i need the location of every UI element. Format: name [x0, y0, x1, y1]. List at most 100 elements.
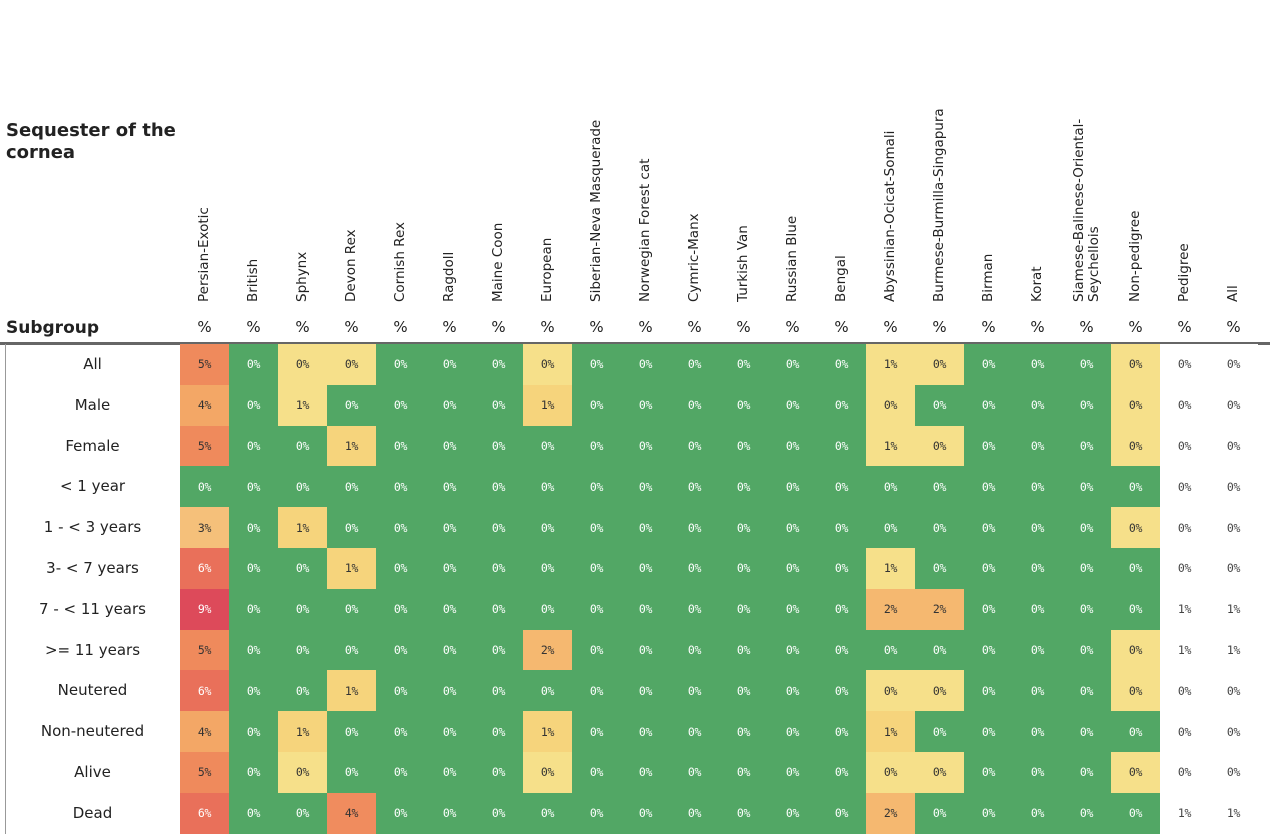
heatmap-cell: 0%	[278, 425, 327, 467]
heatmap-cell: 0%	[474, 711, 523, 752]
heatmap-cell: 0%	[1111, 711, 1160, 752]
heatmap-cell: 0%	[180, 466, 229, 508]
heatmap-cell: 0%	[376, 344, 425, 385]
column-label: Turkish Van	[734, 225, 751, 302]
heatmap-cell: 0%	[1062, 344, 1111, 385]
heatmap-cell: 0%	[278, 588, 327, 630]
row-header: Subgroup	[6, 318, 100, 338]
row-label: >= 11 years	[44, 640, 141, 659]
heatmap-cell: 0%	[915, 752, 964, 793]
row-label: 3- < 7 years	[46, 559, 139, 577]
row-label: Male	[74, 395, 111, 414]
heatmap-cell: 1%	[866, 425, 915, 467]
heatmap-cell: 0%	[1013, 670, 1062, 712]
heatmap-cell: 5%	[180, 752, 229, 793]
heatmap-cell: 0%	[621, 629, 670, 671]
heatmap-cell: 0%	[1062, 466, 1111, 508]
heatmap-cell: 4%	[327, 792, 376, 834]
heatmap-cell: 0%	[1160, 507, 1209, 548]
heatmap-cell: 0%	[523, 792, 572, 834]
heatmap-cell: 0%	[621, 670, 670, 712]
heatmap-cell: 0%	[376, 425, 425, 467]
heatmap-cell: 0%	[572, 711, 621, 752]
heatmap-cell: 0%	[1209, 466, 1258, 508]
heatmap-cell: 0%	[1013, 711, 1062, 752]
heatmap-cell: 4%	[180, 711, 229, 752]
column-label: Siamese-Balinese-Oriental- Seychellois	[1071, 119, 1102, 302]
heatmap-cell: 0%	[621, 588, 670, 630]
heatmap-cell: 1%	[866, 344, 915, 385]
heatmap-cell: 0%	[376, 507, 425, 548]
heatmap-cell: 0%	[621, 711, 670, 752]
unit-label: %	[1079, 318, 1094, 336]
heatmap-cell: 0%	[278, 548, 327, 589]
heatmap-cell: 0%	[866, 670, 915, 712]
unit-label: %	[687, 318, 702, 336]
heatmap-cell: 0%	[964, 384, 1013, 426]
column-label: Devon Rex	[342, 229, 359, 302]
row-label: Female	[65, 436, 120, 455]
heatmap-cell: 0%	[768, 548, 817, 589]
unit-label: %	[197, 318, 212, 336]
left-border	[5, 344, 6, 834]
heatmap-cell: 0%	[1013, 792, 1062, 834]
heatmap-cell: 0%	[1062, 384, 1111, 426]
heatmap-cell: 0%	[670, 670, 719, 712]
heatmap-cell: 0%	[229, 629, 278, 671]
heatmap-cell: 0%	[229, 466, 278, 508]
heatmap-cell: 0%	[915, 507, 964, 548]
heatmap-cell: 0%	[866, 507, 915, 548]
heatmap-cell: 0%	[1111, 670, 1160, 712]
heatmap-cell: 0%	[376, 629, 425, 671]
heatmap-cell: 0%	[572, 466, 621, 508]
heatmap-cell: 0%	[964, 507, 1013, 548]
heatmap-cell: 0%	[817, 629, 866, 671]
unit-label: %	[491, 318, 506, 336]
heatmap-cell: 0%	[866, 752, 915, 793]
heatmap-cell: 0%	[719, 384, 768, 426]
unit-label: %	[785, 318, 800, 336]
heatmap-cell: 0%	[768, 629, 817, 671]
heatmap-cell: 0%	[572, 384, 621, 426]
heatmap-cell: 0%	[1111, 548, 1160, 589]
heatmap-cell: 0%	[915, 384, 964, 426]
column-label: Russian Blue	[783, 215, 800, 302]
heatmap-cell: 0%	[1111, 384, 1160, 426]
row-label: All	[83, 355, 102, 373]
heatmap-cell: 0%	[1013, 344, 1062, 385]
heatmap-cell: 0%	[376, 548, 425, 589]
heatmap-cell: 0%	[425, 425, 474, 467]
heatmap-cell: 0%	[327, 588, 376, 630]
heatmap-cell: 0%	[1209, 344, 1258, 385]
unit-label: %	[981, 318, 996, 336]
unit-label: %	[589, 318, 604, 336]
unit-label: %	[1030, 318, 1045, 336]
heatmap-cell: 0%	[768, 752, 817, 793]
heatmap-cell: 6%	[180, 792, 229, 834]
heatmap-cell: 0%	[376, 670, 425, 712]
heatmap-cell: 0%	[1013, 425, 1062, 467]
heatmap-cell: 0%	[425, 711, 474, 752]
heatmap-cell: 0%	[327, 466, 376, 508]
heatmap-cell: 0%	[1111, 466, 1160, 508]
heatmap-cell: 0%	[1111, 629, 1160, 671]
unit-label: %	[1226, 318, 1241, 336]
heatmap-cell: 0%	[229, 711, 278, 752]
heatmap-cell: 0%	[719, 752, 768, 793]
heatmap-cell: 0%	[1160, 670, 1209, 712]
heatmap-cell: 0%	[1111, 588, 1160, 630]
heatmap-cell: 0%	[474, 792, 523, 834]
heatmap-cell: 1%	[1209, 792, 1258, 834]
heatmap-cell: 0%	[1062, 548, 1111, 589]
heatmap-cell: 5%	[180, 629, 229, 671]
unit-label: %	[834, 318, 849, 336]
heatmap-cell: 0%	[523, 752, 572, 793]
heatmap-cell: 0%	[964, 711, 1013, 752]
heatmap-cell: 0%	[474, 344, 523, 385]
row-label: Neutered	[57, 681, 128, 700]
heatmap-cell: 9%	[180, 588, 229, 630]
column-label: All	[1224, 285, 1241, 302]
heatmap-cell: 0%	[278, 792, 327, 834]
heatmap-cell: 1%	[1209, 588, 1258, 630]
